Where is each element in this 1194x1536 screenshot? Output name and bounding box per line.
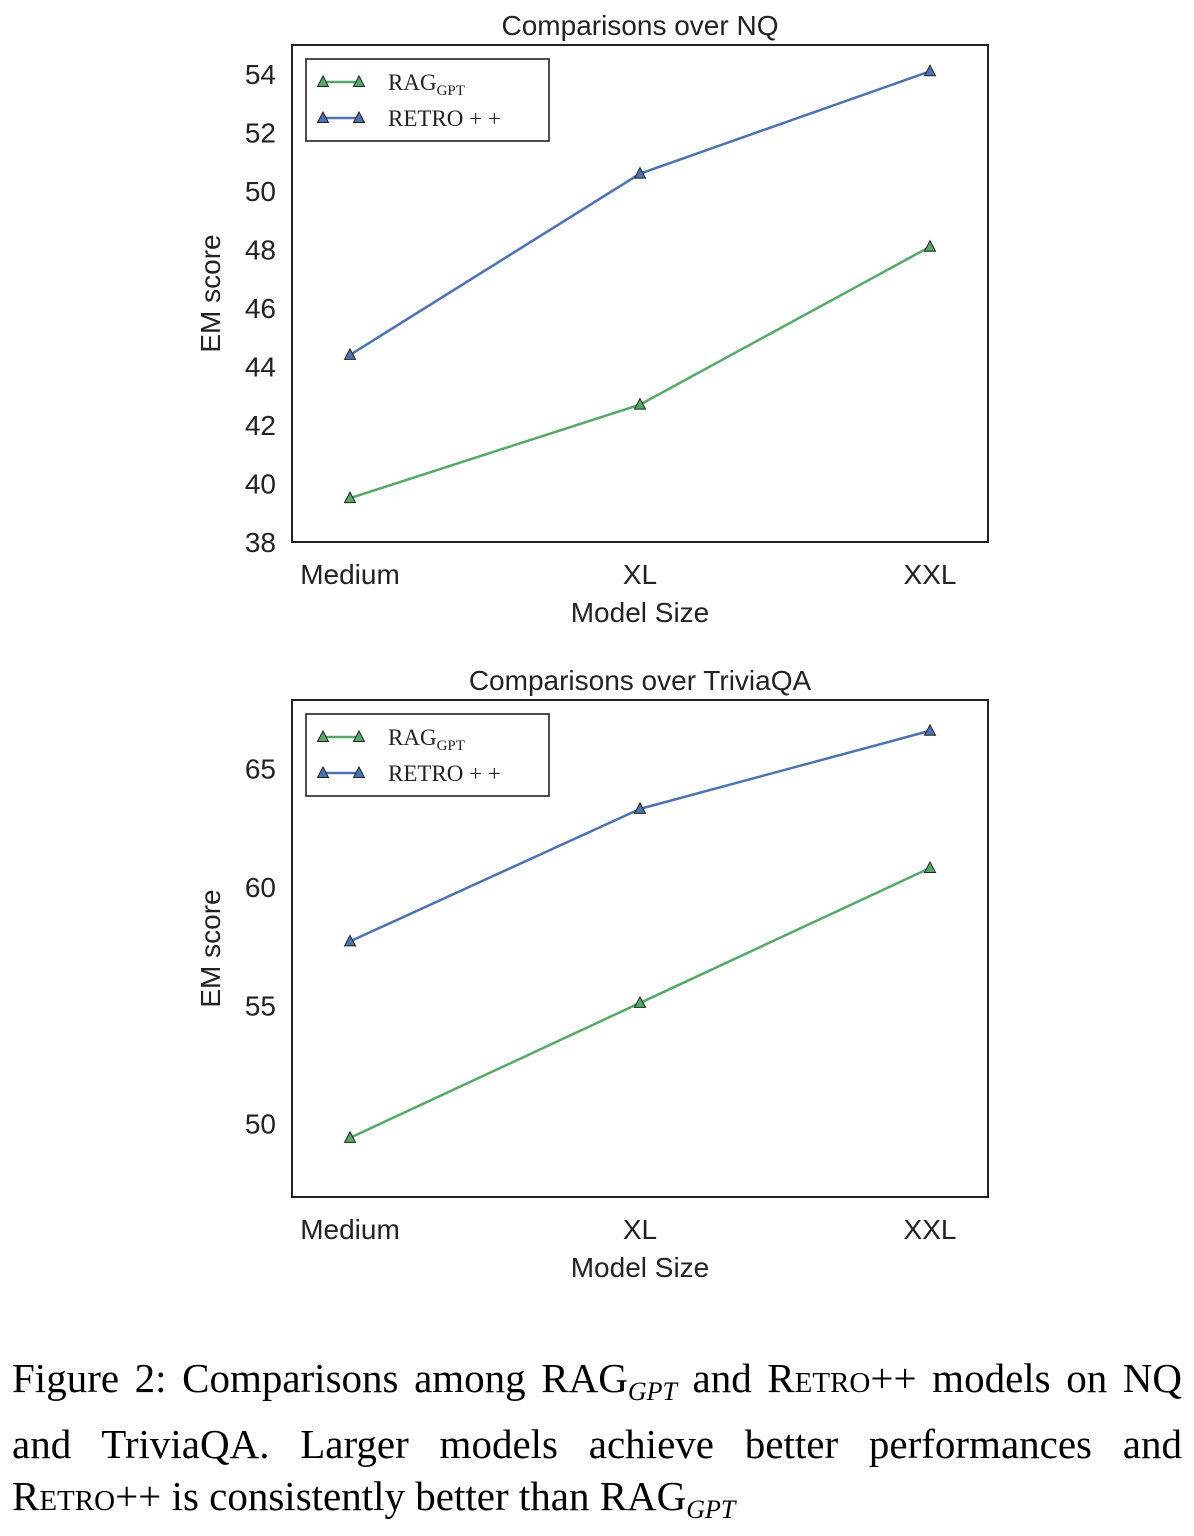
caption-part-1: Comparisons among RAG (166, 1355, 628, 1401)
y-tick-label: 46 (245, 293, 276, 324)
x-tick-label: XXL (904, 559, 957, 590)
y-tick-label: 60 (245, 872, 276, 903)
legend-entry-sub: GPT (437, 738, 465, 754)
legend-entry-name: RAG (388, 725, 437, 750)
caption-retro-2: Retro (12, 1473, 116, 1519)
legend-marker (316, 765, 330, 778)
caption-part-2: and (676, 1355, 768, 1401)
legend (305, 58, 550, 142)
y-tick-label: 65 (245, 754, 276, 785)
y-tick-label: 48 (245, 235, 276, 266)
plot-frame (291, 699, 989, 1198)
caption-label: Figure 2: (12, 1355, 167, 1401)
data-point-1 (923, 723, 937, 736)
nq-chart: Comparisons over NQ 38 40 42 44 46 48 50 52 54 Med… (195, 10, 989, 628)
data-point-1 (343, 934, 357, 947)
y-tick-label: 50 (245, 176, 276, 207)
y-tick-label: 44 (245, 352, 276, 383)
x-tick-label: XL (623, 1214, 657, 1245)
x-tick-label: Medium (300, 1214, 400, 1245)
data-point-0 (343, 1130, 357, 1143)
y-tick-label: 40 (245, 469, 276, 500)
data-point-0 (343, 491, 357, 504)
y-tick-label: 52 (245, 118, 276, 149)
data-point-0 (633, 995, 647, 1008)
legend-entry-name: RETRO + + (388, 761, 501, 786)
legend-entry-name: RAG (388, 70, 437, 95)
series-line-0 (349, 245, 931, 500)
legend-marker (352, 110, 366, 123)
y-tick-label: 54 (245, 59, 276, 90)
plot-frame (291, 44, 989, 543)
x-axis-label: Model Size (571, 1252, 710, 1283)
caption-sub-1: GPT (627, 1377, 677, 1406)
y-tick-label: 38 (245, 527, 276, 558)
chart-title: Comparisons over NQ (502, 10, 779, 41)
legend-marker (316, 74, 330, 87)
x-axis-label: Model Size (571, 597, 710, 628)
legend-entry-name: RETRO + + (388, 106, 501, 131)
legend-marker (316, 110, 330, 123)
data-point-1 (343, 347, 357, 360)
x-tick-label: XXL (904, 1214, 957, 1245)
data-point-0 (633, 397, 647, 410)
chart-title: Comparisons over TriviaQA (469, 665, 812, 696)
legend-entry: RAGGPT (388, 725, 465, 754)
caption-part-3: ++ models on NQ and TriviaQA. Larger mod… (12, 1355, 1182, 1467)
y-axis-label: EM score (195, 889, 226, 1007)
triviaqa-chart: Comparisons over TriviaQA 50 55 60 65 Medium X… (195, 665, 989, 1283)
caption-sub-2: GPT (686, 1495, 736, 1524)
figure-caption: Figure 2: Comparisons among RAGGPT and R… (12, 1352, 1182, 1536)
data-point-1 (923, 64, 937, 77)
caption-retro-1: Retro (767, 1355, 871, 1401)
caption-part-4: ++ is consistently better than RAG (115, 1473, 687, 1519)
y-tick-label: 42 (245, 410, 276, 441)
legend-entry: RETRO + + (388, 761, 501, 786)
legend-marker (352, 729, 366, 742)
legend-marker (352, 74, 366, 87)
legend-marker (352, 765, 366, 778)
data-point-0 (923, 860, 937, 874)
legend (305, 713, 550, 797)
legend-entry: RETRO + + (388, 106, 501, 131)
data-point-0 (923, 239, 937, 252)
y-tick-label: 50 (245, 1109, 276, 1140)
legend-marker (316, 729, 330, 742)
x-tick-label: XL (623, 559, 657, 590)
y-axis-label: EM score (195, 234, 226, 352)
legend-entry: RAGGPT (388, 70, 465, 99)
data-point-1 (633, 166, 647, 179)
data-point-1 (633, 801, 647, 814)
y-tick-label: 55 (245, 990, 276, 1021)
x-tick-label: Medium (300, 559, 400, 590)
legend-entry-sub: GPT (437, 83, 465, 99)
